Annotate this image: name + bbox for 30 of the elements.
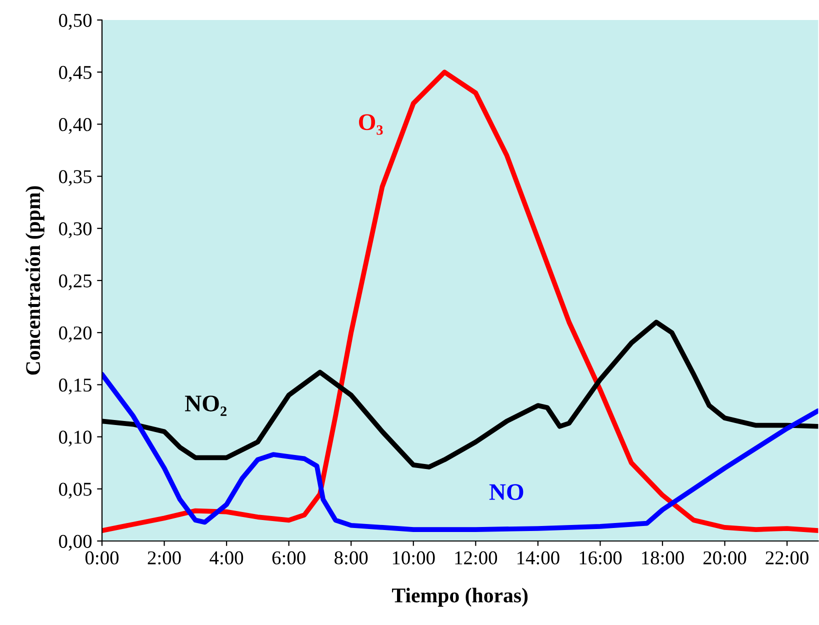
series-label: NO₂ bbox=[185, 396, 226, 416]
y-tick-label: 0,05 bbox=[58, 482, 92, 499]
line-series bbox=[102, 70, 818, 534]
x-tick-label: 14:00 bbox=[518, 551, 560, 564]
x-tick-label: 12:00 bbox=[455, 551, 498, 564]
x-tick-label: 16:00 bbox=[580, 551, 622, 564]
y-axis-title: Concentración (ppm) bbox=[25, 186, 44, 375]
y-tick-label: 0,25 bbox=[58, 274, 92, 290]
y-tick-label: 0,30 bbox=[58, 222, 92, 238]
y-tick-label: 0,10 bbox=[58, 430, 92, 447]
series-label: O₃ bbox=[359, 114, 383, 135]
x-tick-label: 2:00 bbox=[148, 551, 181, 564]
y-tick-label: 0,00 bbox=[58, 534, 92, 551]
x-tick-label: 0:00 bbox=[85, 551, 119, 564]
line-series bbox=[102, 372, 818, 532]
x-tick-label: 4:00 bbox=[210, 551, 244, 564]
y-tick-label: 0,40 bbox=[58, 118, 92, 134]
x-tick-label: 10:00 bbox=[392, 551, 435, 564]
y-tick-label: 0,20 bbox=[58, 326, 92, 342]
x-tick-label: 20:00 bbox=[703, 551, 746, 564]
x-axis-title: Tiempo (horas) bbox=[392, 588, 528, 607]
x-tick-label: 8:00 bbox=[334, 551, 368, 564]
x-tick-label: 18:00 bbox=[642, 551, 684, 564]
y-tick-label: 0,45 bbox=[58, 66, 92, 82]
series-label: NO bbox=[489, 484, 524, 500]
x-tick-label: 22:00 bbox=[766, 551, 808, 564]
y-tick-label: 0,15 bbox=[58, 378, 92, 394]
y-tick-label: 0,50 bbox=[58, 14, 92, 30]
x-tick-label: 6:00 bbox=[272, 551, 306, 564]
y-tick-label: 0,35 bbox=[58, 170, 92, 186]
